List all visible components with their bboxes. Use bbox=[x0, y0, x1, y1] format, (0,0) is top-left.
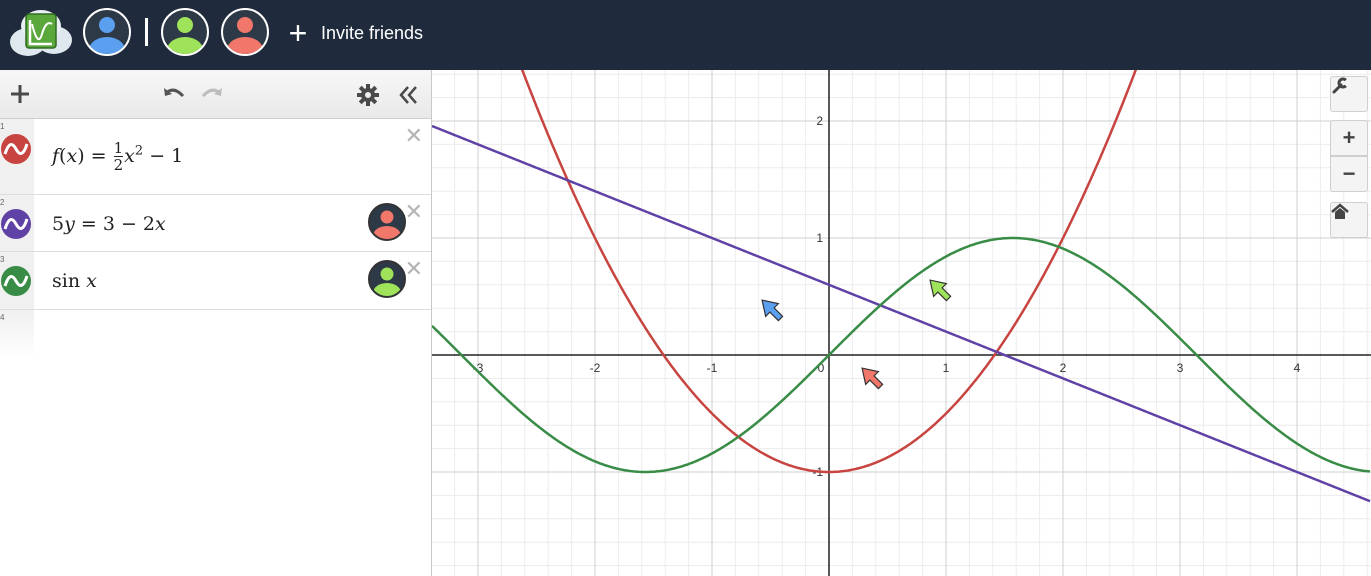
graph-canvas[interactable]: -3 -2 -1 0 1 2 3 4 2 1 -1 + − bbox=[432, 70, 1371, 576]
x-tick-label: -2 bbox=[590, 361, 601, 375]
cursors bbox=[761, 279, 952, 390]
delete-expression-button[interactable]: ✕ bbox=[404, 123, 423, 148]
delete-expression-button[interactable]: ✕ bbox=[404, 256, 423, 281]
participants-divider bbox=[145, 18, 148, 46]
invite-friends-button[interactable]: + Invite friends bbox=[283, 15, 424, 51]
x-tick-label: 4 bbox=[1294, 361, 1301, 375]
variable-x: x bbox=[86, 270, 97, 292]
expression-math-field[interactable]: sin x bbox=[52, 270, 97, 292]
y-tick-label: 2 bbox=[816, 114, 823, 128]
participant-avatar-green[interactable] bbox=[161, 8, 209, 56]
curves bbox=[432, 70, 1371, 503]
graph-color-toggle[interactable] bbox=[1, 134, 31, 164]
wrench-icon bbox=[1332, 77, 1349, 94]
graph-svg[interactable]: -3 -2 -1 0 1 2 3 421-1 bbox=[432, 70, 1371, 576]
exponent: 2 bbox=[134, 143, 144, 159]
invite-friends-label: Invite friends bbox=[321, 22, 424, 43]
x-tick-label: -1 bbox=[707, 361, 718, 375]
participant-avatar-red[interactable] bbox=[221, 8, 269, 56]
expression-index: 3 bbox=[0, 255, 5, 264]
add-expression-button[interactable] bbox=[6, 80, 34, 108]
function-sin: sin bbox=[52, 270, 87, 292]
function-name: f bbox=[52, 145, 60, 167]
grid-major bbox=[432, 70, 1371, 576]
variable-y: y bbox=[64, 213, 75, 235]
x-tick-label: -3 bbox=[473, 361, 484, 375]
redo-icon bbox=[201, 88, 222, 98]
paren-close: ) bbox=[77, 145, 85, 167]
cursor-green-icon bbox=[929, 279, 952, 302]
expression-panel: 1 f(x) = 1 2 x2 − 1 ✕ 2 5y = 3 − 2x ✕ 3 si… bbox=[0, 70, 432, 576]
x-tick-label: 2 bbox=[1060, 361, 1067, 375]
cursor-red-icon bbox=[861, 367, 884, 390]
expression-index: 4 bbox=[0, 313, 5, 322]
collapse-panel-button[interactable] bbox=[394, 81, 422, 109]
x-tick-label: 3 bbox=[1177, 361, 1184, 375]
x-tick-label: 1 bbox=[943, 361, 950, 375]
coefficient: 5 bbox=[52, 213, 65, 235]
curve-parabola bbox=[520, 70, 1138, 474]
editor-avatar-green bbox=[368, 260, 406, 298]
app-logo-icon[interactable] bbox=[8, 4, 74, 62]
participant-avatar-blue[interactable] bbox=[83, 8, 131, 56]
expression-index: 2 bbox=[0, 198, 5, 207]
gear-icon bbox=[357, 84, 379, 106]
double-chevron-left-icon bbox=[399, 86, 417, 104]
cursor-arrow bbox=[861, 367, 884, 390]
expression-row-1[interactable]: 1 f(x) = 1 2 x2 − 1 ✕ bbox=[0, 119, 431, 195]
x-tick-label: 0 bbox=[818, 361, 825, 375]
expression-math-field[interactable]: 5y = 3 − 2x bbox=[52, 213, 166, 235]
expression-row-2[interactable]: 2 5y = 3 − 2x ✕ bbox=[0, 195, 431, 252]
fraction-denominator: 2 bbox=[113, 156, 124, 174]
expression-row-3[interactable]: 3 sin x ✕ bbox=[0, 252, 431, 310]
expression-toolbar bbox=[0, 70, 431, 119]
wave-icon bbox=[3, 275, 29, 287]
variable-x: x bbox=[155, 213, 166, 235]
home-view-button[interactable] bbox=[1330, 202, 1368, 238]
expression-gutter bbox=[0, 310, 34, 360]
expression-row-4[interactable]: 4 bbox=[0, 310, 431, 360]
wave-icon bbox=[3, 218, 29, 230]
cursor-arrow bbox=[929, 279, 952, 302]
grid-minor bbox=[432, 70, 1371, 576]
wave-icon bbox=[3, 143, 29, 155]
graph-settings-button[interactable] bbox=[1330, 76, 1368, 112]
cursor-blue-icon bbox=[761, 299, 784, 322]
expression-math-field[interactable]: f(x) = 1 2 x2 − 1 bbox=[52, 141, 183, 173]
plus-icon bbox=[11, 85, 29, 103]
curve-sine bbox=[432, 236, 1371, 474]
term-variable: x bbox=[124, 145, 135, 167]
axes bbox=[432, 70, 1371, 576]
delete-expression-button[interactable]: ✕ bbox=[404, 199, 423, 224]
expression-index: 1 bbox=[0, 122, 5, 131]
editor-avatar-red bbox=[368, 203, 406, 241]
paren-open: ( bbox=[59, 145, 67, 167]
settings-button[interactable] bbox=[354, 81, 382, 109]
zoom-in-button[interactable]: + bbox=[1330, 120, 1368, 156]
cursor-arrow bbox=[761, 299, 784, 322]
undo-button[interactable] bbox=[160, 82, 188, 106]
home-icon bbox=[1331, 203, 1349, 219]
fraction-numerator: 1 bbox=[113, 139, 124, 157]
zoom-out-button[interactable]: − bbox=[1330, 156, 1368, 192]
graph-color-toggle[interactable] bbox=[1, 209, 31, 239]
constant-term: − 1 bbox=[143, 145, 184, 167]
graph-color-toggle[interactable] bbox=[1, 266, 31, 296]
equals-sign: = bbox=[84, 145, 113, 167]
function-variable: x bbox=[66, 145, 78, 167]
zoom-out-icon: − bbox=[1342, 161, 1356, 186]
curve-line bbox=[432, 124, 1371, 503]
undo-icon bbox=[164, 88, 185, 98]
redo-button[interactable] bbox=[198, 82, 226, 106]
plus-icon: + bbox=[288, 15, 308, 51]
y-tick-label: 1 bbox=[816, 231, 823, 245]
zoom-in-icon: + bbox=[1342, 125, 1356, 150]
top-bar: + Invite friends bbox=[0, 0, 1371, 70]
equation-middle: = 3 − 2 bbox=[74, 213, 156, 235]
